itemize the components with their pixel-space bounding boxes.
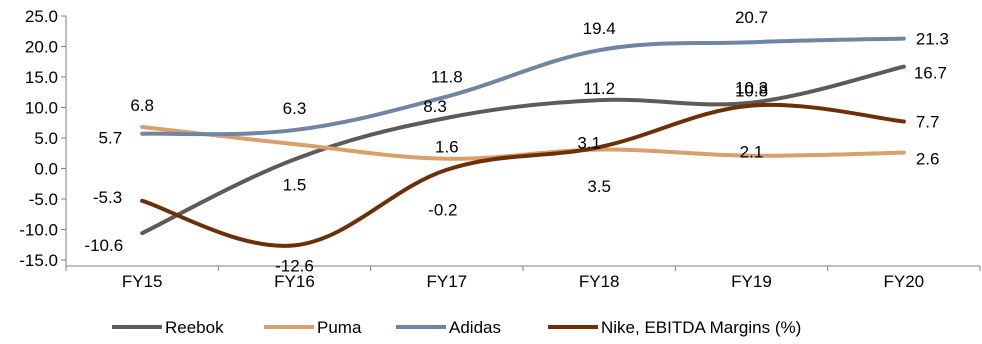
data-label-nike: -5.3 bbox=[93, 188, 122, 207]
data-label-nike: 7.7 bbox=[916, 113, 940, 132]
data-label-reebok: -10.6 bbox=[84, 236, 123, 255]
data-label-reebok: 10.8 bbox=[735, 82, 768, 101]
legend-label-nike: Nike, EBITDA Margins (%) bbox=[601, 318, 801, 337]
series-line-reebok bbox=[140, 64, 906, 236]
data-label-puma: 3.1 bbox=[577, 134, 601, 153]
y-tick-label: 15.0 bbox=[25, 68, 58, 87]
data-label-nike: 10.3 bbox=[735, 79, 768, 98]
x-tick-label: FY20 bbox=[884, 272, 925, 291]
y-tick-label: 0.0 bbox=[34, 160, 58, 179]
legend-label-reebok: Reebok bbox=[165, 318, 224, 337]
data-labels: -10.6 1.5 8.3 11.2 10.8 16.7 6.8 1.6 3.1 2.1 2.6 5.… bbox=[84, 8, 949, 275]
series-line-nike bbox=[140, 102, 906, 248]
data-label-reebok: 16.7 bbox=[914, 64, 947, 83]
legend-label-adidas: Adidas bbox=[449, 318, 501, 337]
y-tick-label: 10.0 bbox=[25, 99, 58, 118]
y-tick-label: 5.0 bbox=[34, 129, 58, 148]
series-line-adidas bbox=[140, 36, 906, 137]
y-tick-label: -10.0 bbox=[19, 221, 58, 240]
data-label-reebok: 8.3 bbox=[423, 97, 447, 116]
legend: Reebok Puma Adidas Nike, EBITDA Margins (%) bbox=[112, 318, 801, 337]
x-tick-label: FY16 bbox=[274, 272, 315, 291]
data-label-reebok: 11.2 bbox=[583, 79, 615, 98]
y-tick-label: -15.0 bbox=[19, 251, 58, 270]
y-tick-label: 20.0 bbox=[25, 38, 58, 57]
y-tick-label: 25.0 bbox=[25, 7, 58, 26]
data-label-adidas: 21.3 bbox=[916, 30, 949, 49]
series-lines bbox=[140, 36, 906, 248]
data-label-puma: 2.1 bbox=[740, 143, 764, 162]
x-tick-label: FY17 bbox=[427, 272, 468, 291]
x-tick-label: FY15 bbox=[122, 272, 163, 291]
x-tick-label: FY19 bbox=[731, 272, 772, 291]
data-label-adidas: 6.3 bbox=[283, 99, 307, 118]
legend-label-puma: Puma bbox=[317, 318, 362, 337]
chart-axes: 25.0 20.0 15.0 10.0 5.0 0.0 -5.0 -10.0 -15.0 FY15… bbox=[19, 7, 981, 291]
data-label-adidas: 11.8 bbox=[431, 68, 463, 87]
data-label-adidas: 5.7 bbox=[99, 129, 123, 148]
data-label-nike: -0.2 bbox=[428, 201, 457, 220]
x-tick-label: FY18 bbox=[579, 272, 620, 291]
data-label-reebok: 1.5 bbox=[283, 175, 307, 194]
data-label-puma: 2.6 bbox=[916, 150, 940, 169]
data-label-nike: 3.5 bbox=[587, 177, 611, 196]
y-tick-label: -5.0 bbox=[29, 190, 58, 209]
data-label-puma: 1.6 bbox=[435, 138, 459, 157]
data-label-adidas: 20.7 bbox=[735, 8, 768, 27]
data-label-nike: -12.6 bbox=[275, 256, 314, 275]
data-label-adidas: 19.4 bbox=[583, 19, 616, 38]
data-label-puma: 6.8 bbox=[130, 96, 154, 115]
